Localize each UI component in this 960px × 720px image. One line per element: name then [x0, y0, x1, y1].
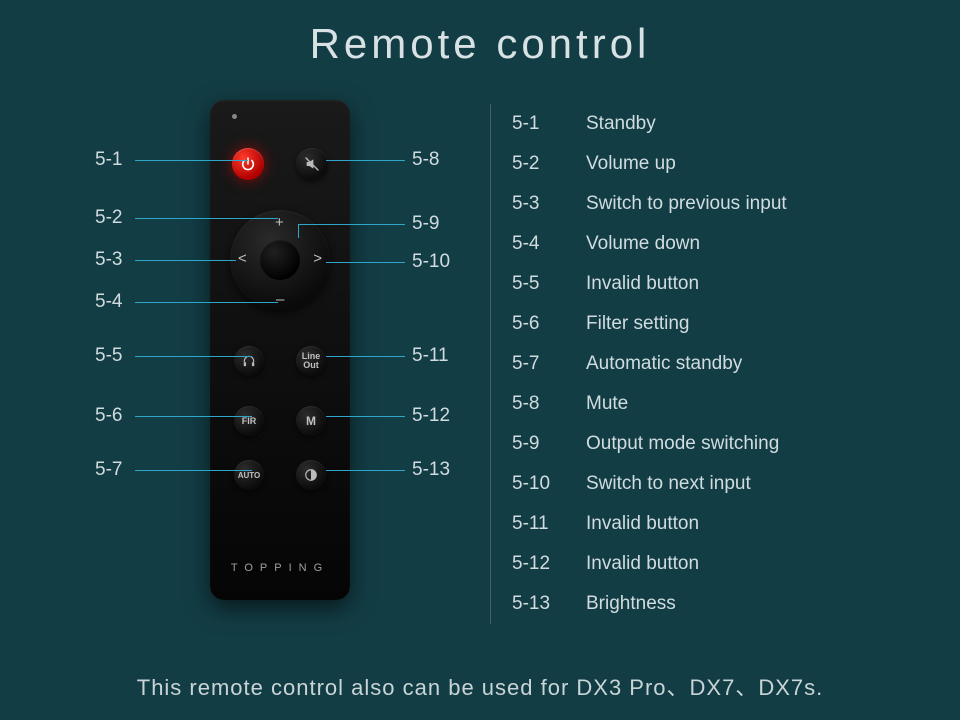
legend-key: 5-9 — [512, 424, 560, 464]
legend-key: 5-4 — [512, 224, 560, 264]
legend-key: 5-12 — [512, 544, 560, 584]
leader-line — [326, 262, 405, 263]
page-title: Remote control — [0, 0, 960, 68]
m-button[interactable]: M — [296, 406, 326, 436]
divider-line — [490, 104, 491, 624]
diagram-stage: + – < > Line Out FIR M AUTO TOPPING — [0, 90, 960, 650]
lineout-button[interactable]: Line Out — [296, 346, 326, 376]
legend-key: 5-3 — [512, 184, 560, 224]
leader-line — [326, 470, 405, 471]
headphone-button[interactable] — [234, 346, 264, 376]
legend-row: 5-11 Invalid button — [512, 504, 932, 544]
legend-key: 5-10 — [512, 464, 560, 504]
footer-note: This remote control also can be used for… — [0, 670, 960, 702]
leader-line — [135, 160, 248, 161]
legend-desc: Volume up — [586, 144, 676, 184]
leader-line — [135, 260, 236, 261]
dpad-up-icon: + — [275, 214, 284, 231]
callout-label: 5-8 — [412, 149, 439, 171]
legend-desc: Mute — [586, 384, 628, 424]
mute-icon — [304, 156, 320, 172]
leader-line — [298, 224, 299, 238]
callout-label: 5-4 — [95, 291, 122, 313]
legend-desc: Invalid button — [586, 504, 699, 544]
callout-label: 5-10 — [412, 251, 450, 273]
leader-line — [135, 416, 252, 417]
legend-key: 5-8 — [512, 384, 560, 424]
ir-led-icon — [232, 114, 237, 119]
dpad[interactable]: + – < > — [230, 210, 330, 310]
legend-row: 5-3 Switch to previous input — [512, 184, 932, 224]
legend-desc: Standby — [586, 104, 656, 144]
legend-key: 5-6 — [512, 304, 560, 344]
dpad-left-icon: < — [238, 250, 247, 267]
brand-label: TOPPING — [210, 562, 350, 574]
power-icon — [240, 156, 256, 172]
legend-desc: Invalid button — [586, 544, 699, 584]
callout-label: 5-9 — [412, 213, 439, 235]
legend-desc: Automatic standby — [586, 344, 742, 384]
leader-line — [298, 224, 405, 225]
callout-label: 5-5 — [95, 345, 122, 367]
brightness-button[interactable] — [296, 460, 326, 490]
legend-key: 5-13 — [512, 584, 560, 624]
legend-desc: Filter setting — [586, 304, 689, 344]
leader-line — [326, 160, 405, 161]
callout-label: 5-3 — [95, 249, 122, 271]
legend-desc: Switch to next input — [586, 464, 751, 504]
mute-button[interactable] — [296, 148, 328, 180]
legend-row: 5-9 Output mode switching — [512, 424, 932, 464]
dpad-right-icon: > — [313, 250, 322, 267]
power-button[interactable] — [232, 148, 264, 180]
legend-row: 5-5 Invalid button — [512, 264, 932, 304]
legend-list: 5-1 Standby 5-2 Volume up 5-3 Switch to previ… — [512, 104, 932, 624]
remote-body: + – < > Line Out FIR M AUTO TOPPING — [210, 100, 350, 600]
legend-desc: Switch to previous input — [586, 184, 787, 224]
legend-row: 5-13 Brightness — [512, 584, 932, 624]
legend-row: 5-1 Standby — [512, 104, 932, 144]
legend-row: 5-12 Invalid button — [512, 544, 932, 584]
fir-button[interactable]: FIR — [234, 406, 264, 436]
leader-line — [135, 302, 278, 303]
leader-line — [135, 356, 252, 357]
leader-line — [135, 218, 278, 219]
legend-key: 5-11 — [512, 504, 560, 544]
callout-label: 5-11 — [412, 345, 449, 367]
legend-row: 5-2 Volume up — [512, 144, 932, 184]
contrast-icon — [304, 468, 318, 482]
legend-desc: Volume down — [586, 224, 700, 264]
legend-key: 5-5 — [512, 264, 560, 304]
callout-label: 5-12 — [412, 405, 450, 427]
legend-key: 5-7 — [512, 344, 560, 384]
legend-row: 5-7 Automatic standby — [512, 344, 932, 384]
callout-label: 5-2 — [95, 207, 122, 229]
leader-line — [135, 470, 252, 471]
leader-line — [326, 416, 405, 417]
legend-row: 5-8 Mute — [512, 384, 932, 424]
callout-label: 5-1 — [95, 149, 122, 171]
callout-label: 5-7 — [95, 459, 122, 481]
legend-desc: Output mode switching — [586, 424, 779, 464]
legend-row: 5-6 Filter setting — [512, 304, 932, 344]
leader-line — [326, 356, 405, 357]
callout-label: 5-6 — [95, 405, 122, 427]
legend-desc: Brightness — [586, 584, 676, 624]
legend-key: 5-2 — [512, 144, 560, 184]
auto-button[interactable]: AUTO — [234, 460, 264, 490]
legend-key: 5-1 — [512, 104, 560, 144]
callout-label: 5-13 — [412, 459, 450, 481]
dpad-center-button[interactable] — [260, 240, 300, 280]
legend-desc: Invalid button — [586, 264, 699, 304]
legend-row: 5-4 Volume down — [512, 224, 932, 264]
legend-row: 5-10 Switch to next input — [512, 464, 932, 504]
dpad-down-icon: – — [276, 291, 284, 308]
